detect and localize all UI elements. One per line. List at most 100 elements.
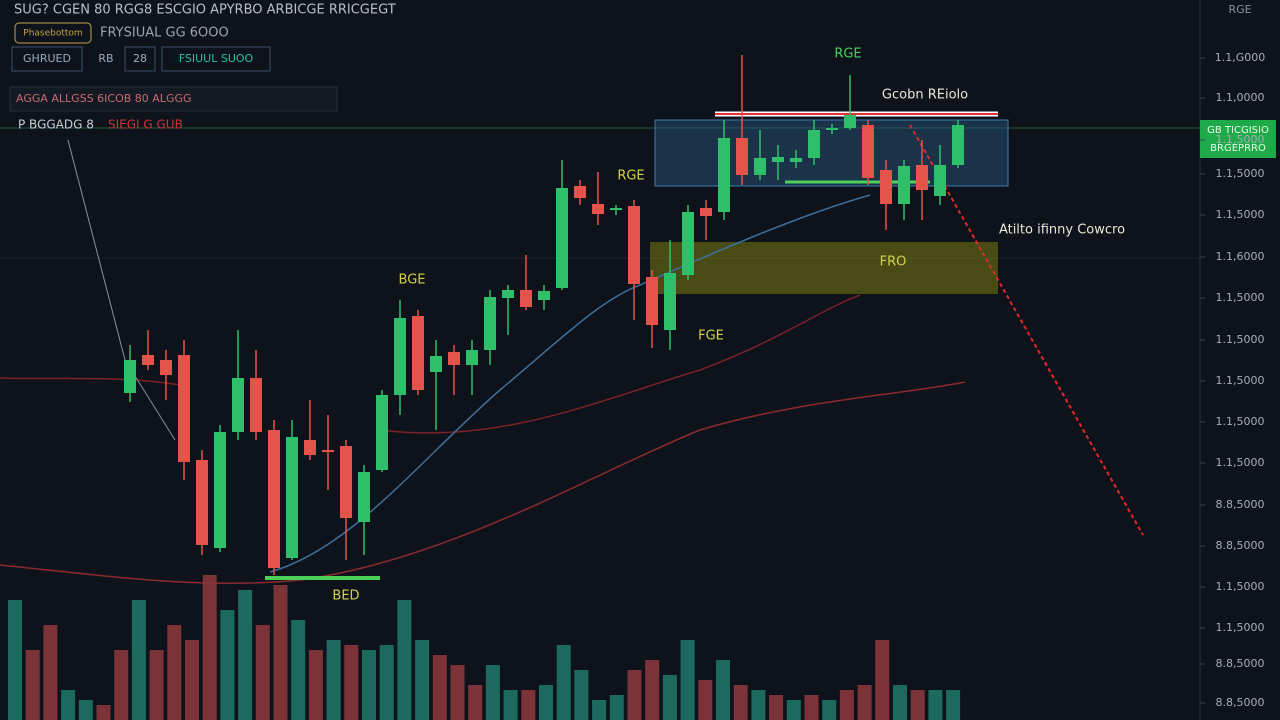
candle-body	[160, 360, 172, 375]
volume-bar	[273, 585, 288, 720]
button-frame[interactable]	[11, 46, 83, 72]
candle-body	[340, 446, 352, 518]
volume-bar	[786, 700, 801, 720]
annotation: FRO	[880, 255, 907, 270]
volume-bar	[397, 600, 412, 720]
ma-slow	[0, 294, 861, 434]
candle-body	[916, 165, 928, 190]
y-tick-label: 1.1,5000	[1216, 415, 1265, 428]
y-tick-label: 1.1,5000	[1216, 374, 1265, 387]
volume-bar	[521, 690, 536, 720]
button-frame[interactable]	[124, 46, 156, 72]
volume-bar	[645, 660, 660, 720]
y-tick-label: 1.1,5000	[1216, 291, 1265, 304]
volume-bar	[326, 640, 341, 720]
y-tick-label: 8.8,5000	[1216, 539, 1265, 552]
candle-body	[862, 125, 874, 178]
indicator-list: AGGA ALLGSS 6ICOB 80 ALGGG	[16, 92, 192, 105]
candle-body	[232, 378, 244, 432]
volume-bar	[308, 650, 323, 720]
volume-bar	[43, 625, 58, 720]
candle-body	[304, 440, 316, 455]
y-tick-label: 1.1,5000	[1216, 133, 1265, 146]
volume-bar	[25, 650, 40, 720]
button[interactable]: 28	[133, 52, 147, 65]
volume-bar	[238, 590, 253, 720]
candle-body	[664, 273, 676, 330]
candle-body	[934, 165, 946, 196]
volume-bar	[202, 575, 217, 720]
ma-fast	[269, 194, 871, 573]
volume-bar	[910, 690, 925, 720]
badge-frame[interactable]	[14, 22, 92, 44]
candle-body	[952, 125, 964, 165]
ma-long	[0, 381, 966, 585]
volume-bar	[114, 650, 129, 720]
volume-bar	[716, 660, 730, 720]
projection-line	[909, 124, 1144, 536]
y-tick-label: 1.1,5000	[1216, 208, 1265, 221]
volume-bar	[804, 695, 819, 720]
indicator-frame	[9, 86, 338, 112]
volume-bar	[751, 690, 766, 720]
candle-body	[826, 128, 838, 130]
volume-bar	[574, 670, 589, 720]
volume-bar	[539, 685, 553, 720]
volume-bar	[609, 695, 624, 720]
volume-bar	[893, 685, 907, 720]
candle-body	[682, 212, 694, 275]
annotation: Atilto ifinny Cowcro	[999, 223, 1125, 238]
candle-body	[412, 316, 424, 390]
y-tick-label: 1.1,G000	[1215, 51, 1266, 64]
volume-bars	[8, 575, 961, 720]
volume-bar	[875, 640, 890, 720]
candle-body	[376, 395, 388, 470]
y-tick-label: 1.1,5000	[1216, 580, 1265, 593]
candle-body	[268, 430, 280, 568]
candle-body	[808, 130, 820, 158]
y-tick-label: 1.1,6000	[1216, 250, 1265, 263]
candles	[124, 55, 964, 575]
y-tick-label: 8.8,5000	[1216, 498, 1265, 511]
button-frame[interactable]	[161, 46, 271, 72]
candle-body	[502, 290, 514, 298]
candle-body	[466, 350, 478, 365]
candle-body	[178, 355, 190, 462]
y-tick-label: 1.1,5000	[1216, 621, 1265, 634]
button[interactable]: FSIUUL SUOO	[179, 52, 254, 65]
price-tag-bg	[1200, 120, 1276, 158]
volume-bar	[822, 700, 837, 720]
volume-bar	[928, 690, 943, 720]
y-tick-label: 1.1,5000	[1216, 167, 1265, 180]
candle-body	[196, 460, 208, 545]
badge[interactable]: Phasebottom	[23, 29, 82, 39]
volume-bar	[255, 625, 270, 720]
y-tick-label: 8.8,5000	[1216, 696, 1265, 709]
volume-bar	[592, 700, 607, 720]
candle-body	[898, 166, 910, 204]
candle-body	[358, 472, 370, 522]
price-tag: BRGEPRRO	[1210, 143, 1266, 154]
button[interactable]: RB	[98, 52, 113, 65]
candle-body	[790, 158, 802, 162]
candle-body	[610, 208, 622, 210]
annotation: RGE	[617, 169, 644, 184]
volume-bar	[8, 600, 22, 720]
volume-bar	[680, 640, 695, 720]
annotation: FGE	[698, 329, 724, 344]
candle-body	[700, 208, 712, 216]
candle-body	[628, 206, 640, 284]
candle-body	[844, 115, 856, 128]
volume-bar	[627, 670, 642, 720]
volume-bar	[468, 685, 483, 720]
annotation: BED	[332, 589, 359, 604]
volume-bar	[149, 650, 164, 720]
volume-bar	[185, 640, 199, 720]
volume-bar	[96, 705, 111, 720]
demand-zone	[650, 242, 998, 294]
button[interactable]: GHRUED	[23, 52, 71, 65]
axis-corner: RGE	[1228, 3, 1251, 16]
y-tick-label: 1.1,5000	[1216, 333, 1265, 346]
candle-body	[142, 355, 154, 365]
